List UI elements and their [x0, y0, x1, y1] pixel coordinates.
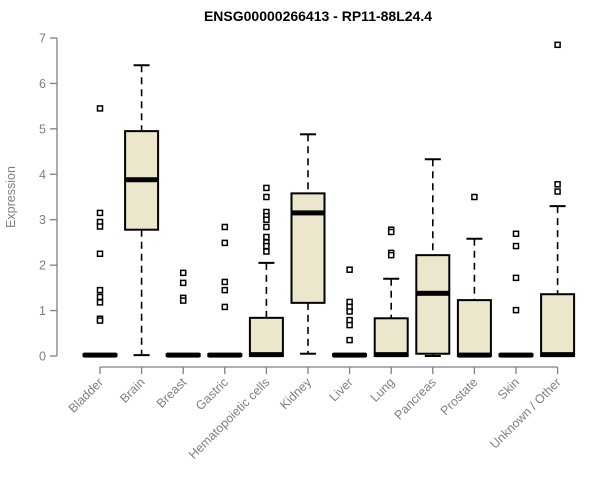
outlier-point: [263, 193, 270, 201]
outlier-point: [346, 266, 353, 273]
outlier-point: [387, 251, 395, 259]
outlier-point: [179, 297, 187, 304]
median-bar: [291, 210, 325, 216]
outlier-point: [512, 242, 520, 250]
outlier-point: [179, 269, 187, 277]
outlier-point: [512, 230, 520, 238]
outlier-point: [221, 239, 229, 247]
outlier-point: [471, 193, 478, 201]
median-bar: [83, 352, 117, 358]
outlier-point: [96, 299, 104, 306]
box-kidney: [290, 192, 326, 304]
median-bar: [374, 352, 408, 358]
outlier-point: [96, 286, 104, 294]
outlier-point: [96, 293, 104, 301]
outlier-point: [346, 321, 353, 329]
median-bar: [499, 352, 533, 358]
median-bar: [457, 352, 491, 358]
x-tick-label: Hematopoietic cells: [186, 375, 273, 462]
outlier-point: [179, 279, 187, 287]
outlier-point: [96, 317, 104, 324]
box-pancreas: [415, 254, 451, 355]
outlier-point: [96, 209, 104, 217]
y-tick-label: 6: [39, 77, 46, 91]
median-bar: [166, 352, 200, 358]
outlier-point: [263, 242, 270, 250]
median-bar: [333, 352, 367, 358]
outlier-point: [512, 306, 520, 314]
x-tick-label: Liver: [327, 375, 356, 404]
outlier-point: [263, 248, 270, 255]
outlier-point: [221, 223, 229, 231]
outlier-point: [512, 274, 520, 282]
outlier-point: [96, 250, 104, 258]
outlier-point: [96, 223, 104, 230]
outlier-point: [263, 223, 270, 231]
x-tick-label: Unknown / Other: [487, 375, 563, 451]
outlier-point: [263, 233, 270, 241]
outlier-point: [554, 41, 561, 49]
y-tick-label: 1: [39, 304, 46, 318]
outlier-point: [346, 336, 353, 344]
x-tick-label: Breast: [154, 375, 190, 411]
x-tick-label: Skin: [495, 375, 522, 402]
outlier-point: [387, 228, 395, 236]
y-tick-label: 4: [39, 168, 46, 182]
box-hematopoietic-cells: [248, 316, 284, 357]
y-tick-label: 0: [39, 350, 46, 364]
outlier-point: [263, 216, 270, 223]
outlier-point: [554, 181, 561, 188]
y-tick-label: 7: [39, 31, 46, 45]
x-tick-label: Gastric: [193, 375, 231, 413]
x-tick-label: Bladder: [66, 375, 106, 415]
x-tick-label: Brain: [117, 375, 148, 406]
y-axis-title: Expression: [4, 166, 18, 228]
y-tick-label: 2: [39, 259, 46, 273]
box-lung: [373, 317, 409, 357]
outlier-point: [221, 278, 229, 286]
outlier-point: [221, 286, 229, 294]
outlier-point: [263, 184, 270, 192]
x-tick-label: Prostate: [438, 375, 481, 418]
outlier-point: [554, 188, 561, 195]
outlier-point: [221, 303, 229, 311]
y-tick-label: 3: [39, 213, 46, 227]
x-tick-label: Lung: [368, 375, 398, 405]
median-bar: [416, 290, 450, 296]
y-tick-label: 5: [39, 122, 46, 136]
x-tick-label: Kidney: [277, 375, 314, 412]
box-unknown-other: [540, 293, 576, 357]
median-bar: [249, 352, 283, 358]
median-bar: [125, 177, 159, 183]
median-bar: [208, 352, 242, 358]
outlier-point: [346, 308, 353, 315]
x-tick-label: Pancreas: [392, 375, 439, 422]
chart-title: ENSG00000266413 - RP11-88L24.4: [204, 8, 432, 24]
box-prostate: [456, 299, 492, 358]
median-bar: [541, 352, 575, 358]
outlier-point: [96, 105, 104, 112]
